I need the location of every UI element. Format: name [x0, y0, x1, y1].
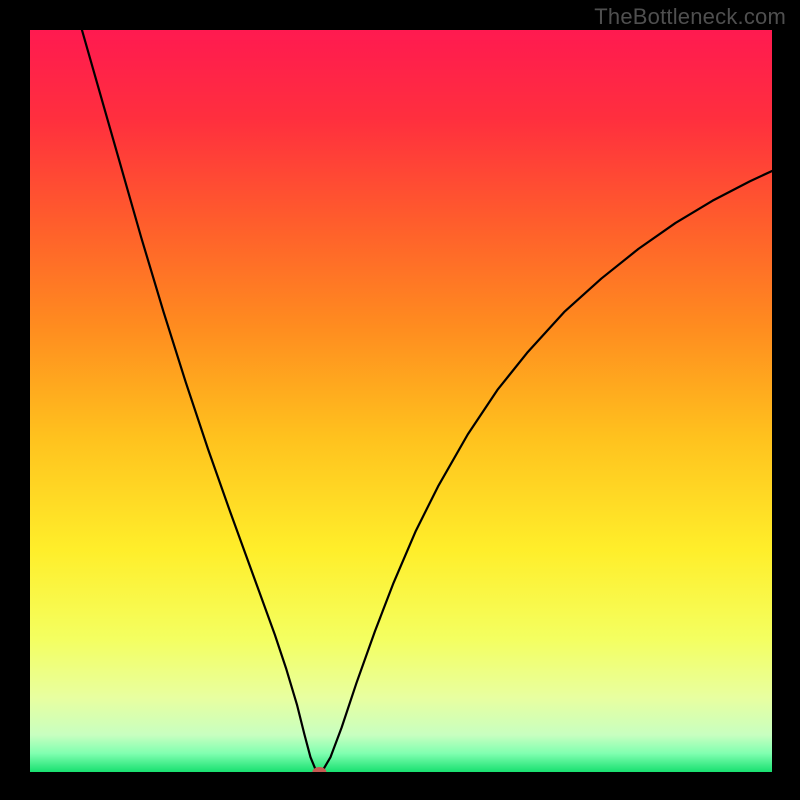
plot-background-gradient: [30, 30, 772, 772]
figure-root: TheBottleneck.com: [0, 0, 800, 800]
bottleneck-chart: [0, 0, 800, 800]
source-watermark: TheBottleneck.com: [594, 4, 786, 30]
